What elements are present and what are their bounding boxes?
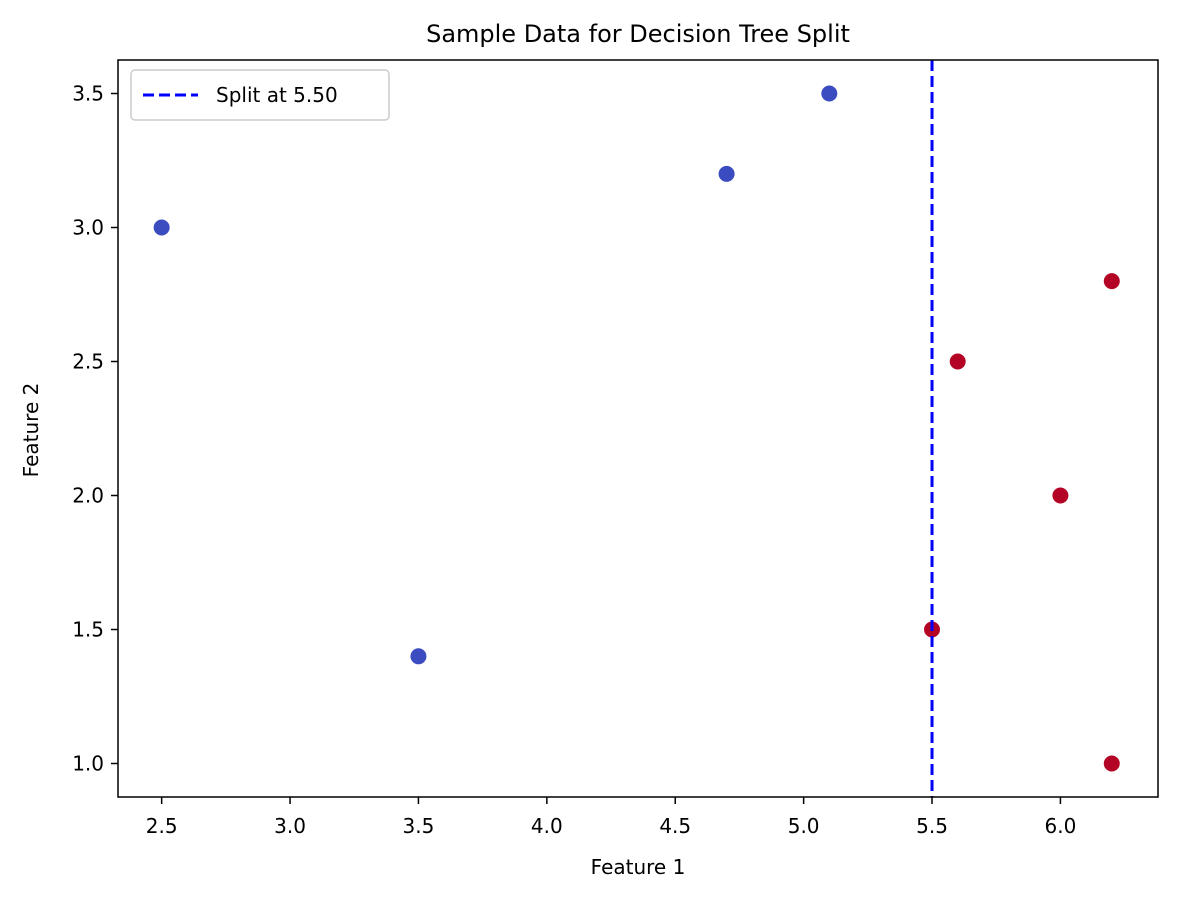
y-tick-label-3: 2.5 (72, 350, 104, 374)
x-tick-label-0: 2.5 (146, 814, 178, 838)
scatter-point-class-1-4 (1103, 755, 1120, 772)
x-tick-label-2: 3.5 (403, 814, 435, 838)
chart-title: Sample Data for Decision Tree Split (426, 20, 850, 48)
scatter-point-class-0-2 (718, 165, 735, 182)
x-tick-label-4: 4.5 (659, 814, 691, 838)
legend: Split at 5.50 (130, 69, 390, 121)
scatter-point-class-1-3 (1103, 273, 1120, 290)
scatter-point-class-0-0 (153, 219, 170, 236)
scatter-point-class-1-2 (1052, 487, 1069, 504)
y-tick-label-0: 1.0 (72, 752, 104, 776)
x-tick-label-6: 5.5 (916, 814, 948, 838)
y-tick-label-4: 3.0 (72, 216, 104, 240)
scatter-point-class-1-1 (949, 353, 966, 370)
x-axis-title: Feature 1 (591, 855, 686, 879)
plot-frame (117, 59, 1159, 798)
x-axis-ticks: 2.5 3.0 3.5 4.0 4.5 5.0 5.5 6.0 (146, 797, 1077, 838)
y-tick-label-2: 2.0 (72, 484, 104, 508)
scatter-point-class-0-1 (410, 648, 427, 665)
x-tick-label-1: 3.0 (274, 814, 306, 838)
y-tick-label-1: 1.5 (72, 618, 104, 642)
legend-split-label: Split at 5.50 (216, 83, 338, 107)
x-tick-label-7: 6.0 (1045, 814, 1077, 838)
plot-area (153, 60, 1120, 797)
y-axis-title: Feature 2 (19, 383, 43, 478)
legend-box (130, 69, 390, 121)
y-axis-ticks: 1.0 1.5 2.0 2.5 3.0 3.5 (72, 82, 118, 776)
scatter-point-class-0-3 (821, 85, 838, 102)
y-tick-label-5: 3.5 (72, 82, 104, 106)
x-tick-label-5: 5.0 (788, 814, 820, 838)
x-tick-label-3: 4.0 (531, 814, 563, 838)
